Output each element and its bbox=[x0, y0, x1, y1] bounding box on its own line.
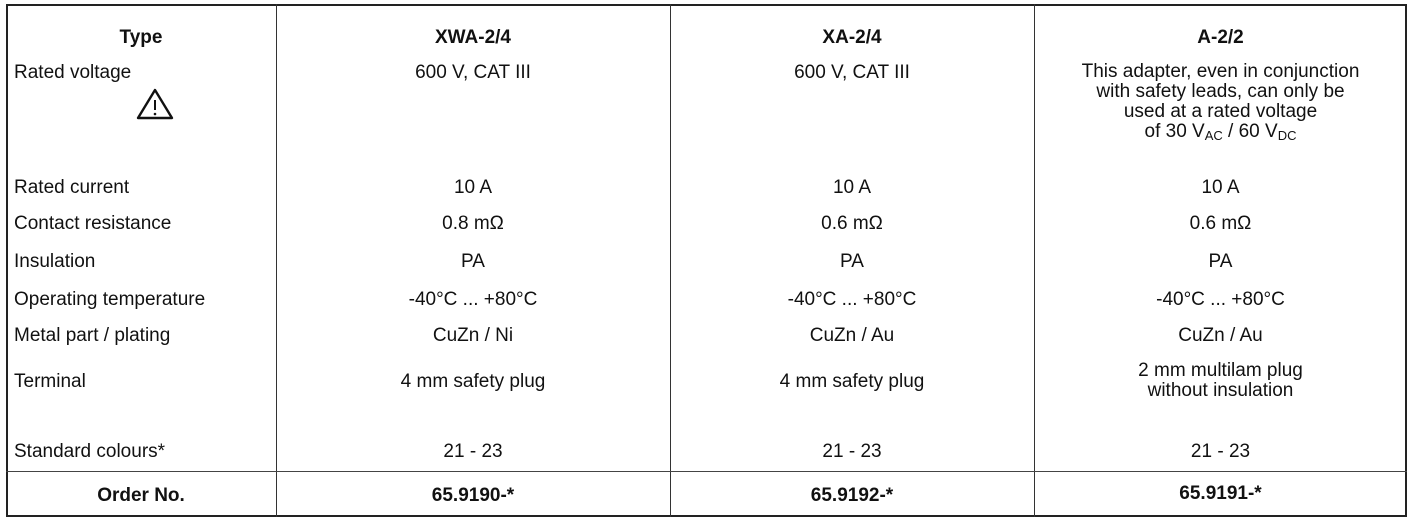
cell-metal-part-xa: CuZn / Au bbox=[809, 325, 895, 346]
row-label-rated-voltage: Rated voltage bbox=[14, 62, 132, 83]
cell-rated-current-a22: 10 A bbox=[1201, 177, 1240, 198]
column-divider bbox=[276, 4, 277, 517]
cell-order-no-a22: 65.9191-* bbox=[1179, 483, 1262, 504]
cell-metal-part-a22: CuZn / Au bbox=[1178, 325, 1263, 346]
header-a22: A-2/2 bbox=[1197, 27, 1244, 48]
row-label-metal-part: Metal part / plating bbox=[14, 325, 171, 346]
cell-standard-colours-xwa: 21 - 23 bbox=[443, 441, 503, 462]
row-label-terminal: Terminal bbox=[14, 371, 86, 392]
cell-insulation-a22: PA bbox=[1208, 251, 1233, 272]
cell-contact-resistance-xa: 0.6 mΩ bbox=[821, 213, 883, 234]
row-label-rated-current: Rated current bbox=[14, 177, 130, 198]
cell-insulation-xwa: PA bbox=[461, 251, 485, 272]
cell-terminal-a22: 2 mm multilam plug without insulation bbox=[1034, 361, 1407, 401]
terminal-note-line: without insulation bbox=[1147, 380, 1294, 401]
row-label-standard-colours: Standard colours* bbox=[14, 441, 166, 462]
rated-voltage-note-line: with safety leads, can only be bbox=[1096, 81, 1345, 102]
cell-operating-temperature-a22: -40°C ... +80°C bbox=[1156, 289, 1285, 310]
row-label-operating-temperature: Operating temperature bbox=[14, 289, 206, 310]
cell-operating-temperature-xwa: -40°C ... +80°C bbox=[408, 289, 538, 310]
row-label-order-no: Order No. bbox=[97, 485, 185, 506]
cell-standard-colours-a22: 21 - 23 bbox=[1190, 441, 1251, 462]
row-label-contact-resistance: Contact resistance bbox=[14, 213, 172, 234]
rated-voltage-note-line: of 30 VAC / 60 VDC bbox=[1144, 121, 1297, 143]
warning-triangle-icon bbox=[136, 88, 174, 120]
cell-contact-resistance-a22: 0.6 mΩ bbox=[1189, 213, 1252, 234]
cell-rated-voltage-xwa: 600 V, CAT III bbox=[415, 62, 531, 83]
terminal-note-line: 2 mm multilam plug bbox=[1138, 360, 1303, 381]
cell-terminal-xa: 4 mm safety plug bbox=[779, 371, 925, 392]
cell-rated-voltage-a22: This adapter, even in conjunction with s… bbox=[1034, 61, 1407, 143]
cell-metal-part-xwa: CuZn / Ni bbox=[432, 325, 514, 346]
cell-contact-resistance-xwa: 0.8 mΩ bbox=[442, 213, 504, 234]
header-xwa: XWA-2/4 bbox=[434, 27, 512, 48]
cell-order-no-xa: 65.9192-* bbox=[810, 485, 894, 506]
header-xa: XA-2/4 bbox=[822, 27, 882, 48]
table-frame bbox=[6, 4, 1407, 517]
cell-operating-temperature-xa: -40°C ... +80°C bbox=[787, 289, 917, 310]
row-label-insulation: Insulation bbox=[14, 251, 96, 272]
cell-rated-voltage-xa: 600 V, CAT III bbox=[794, 62, 910, 83]
header-type: Type bbox=[119, 27, 163, 48]
cell-terminal-xwa: 4 mm safety plug bbox=[400, 371, 546, 392]
rated-voltage-note-line: This adapter, even in conjunction bbox=[1081, 61, 1360, 82]
row-divider bbox=[6, 471, 1407, 472]
column-divider bbox=[670, 4, 671, 517]
cell-order-no-xwa: 65.9190-* bbox=[431, 485, 515, 506]
column-divider bbox=[1034, 4, 1035, 517]
cell-standard-colours-xa: 21 - 23 bbox=[822, 441, 882, 462]
cell-rated-current-xa: 10 A bbox=[832, 177, 872, 198]
cell-insulation-xa: PA bbox=[840, 251, 864, 272]
cell-rated-current-xwa: 10 A bbox=[453, 177, 493, 198]
rated-voltage-note-line: used at a rated voltage bbox=[1123, 101, 1318, 122]
